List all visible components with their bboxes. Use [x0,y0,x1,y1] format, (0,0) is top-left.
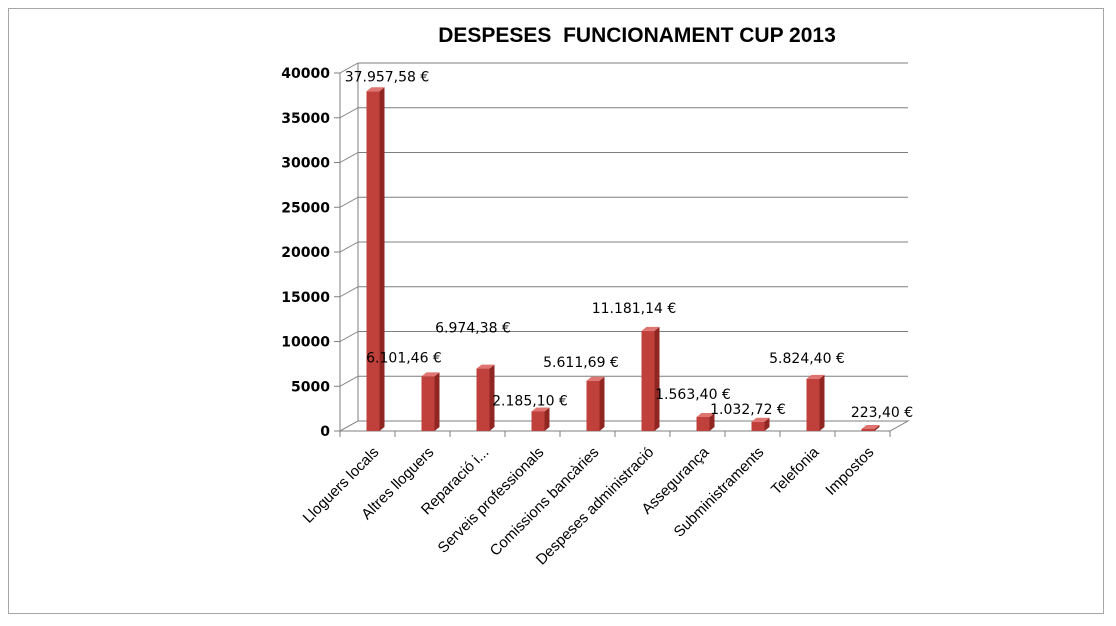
data-label: 11.181,14 € [592,301,677,317]
bar-front [696,417,710,431]
bar-front [641,330,655,431]
bar-side [819,374,825,431]
labels-layer: 37.957,58 € 6.101,46 € 6.974,38 € 2.185,10 … [345,69,913,421]
bar-front [421,376,435,431]
bar [861,425,880,431]
bar [586,376,605,431]
bar-side [379,87,385,431]
y-tick-label: 0 [320,424,330,440]
bar [476,364,495,431]
bar-top [751,417,770,422]
chart-title: DESPESES FUNCIONAMENT CUP 2013 [438,24,836,47]
bar-side [764,417,770,431]
y-tick-label: 30000 [281,156,330,172]
category-label: Comissions bancàries [487,444,603,560]
data-label: 1.563,40 € [655,387,731,403]
bar-front [861,429,875,431]
gridline-connector [339,375,359,387]
bar-side [489,364,495,431]
y-tick-label: 5000 [291,379,330,395]
bar [531,407,550,431]
bar-front [476,368,490,431]
y-tick-label: 10000 [281,335,330,351]
data-label: 5.611,69 € [543,355,619,371]
gridline-connector [339,196,359,208]
data-label: 5.824,40 € [769,351,845,367]
y-tick-label: 15000 [281,290,330,306]
bar [366,87,385,431]
bar-side [654,326,660,431]
data-label: 1.032,72 € [710,402,786,418]
y-tick-label: 25000 [281,200,330,216]
bar-side [874,425,880,431]
bar-top [806,374,825,379]
bar [641,326,660,431]
bar-side [709,413,715,431]
bar-side [599,376,605,431]
bar-front [531,411,545,431]
bar-top [476,364,495,369]
gridline-connector [339,152,359,163]
category-label: Serveis professionals [435,444,548,557]
data-label: 37.957,58 € [345,69,430,85]
bar-top [366,87,385,92]
bars-layer [366,87,880,431]
bar [806,374,825,431]
bar [421,372,440,431]
data-label: 2.185,10 € [492,393,568,409]
bar-front [806,378,820,431]
gridline-connector [339,107,359,119]
y-tick-label: 40000 [281,66,330,82]
bar [751,417,770,431]
bar-side [434,372,440,431]
category-label: Telefonia [768,443,823,498]
data-label: 6.101,46 € [366,350,442,366]
bar-top [696,413,715,418]
gridline-connector [339,62,359,74]
gridline-connector [339,331,359,342]
chart-frame [8,8,1104,614]
bar-top [421,372,440,377]
gridline-connector [339,286,359,298]
bar-top [586,376,605,381]
data-label: 223,40 € [851,405,913,421]
y-tick-label: 20000 [281,245,330,261]
bar-front [366,91,380,431]
bar-top [641,326,660,331]
category-label: Impostos [822,444,877,499]
data-label: 6.974,38 € [435,321,511,337]
bar-top [531,407,550,412]
y-tick-label: 35000 [281,111,330,127]
bar-front [751,421,765,431]
bar-side [544,407,550,431]
bar [696,413,715,431]
bar-top [861,425,880,430]
bar-front [586,380,600,431]
gridline-connector [339,241,359,253]
